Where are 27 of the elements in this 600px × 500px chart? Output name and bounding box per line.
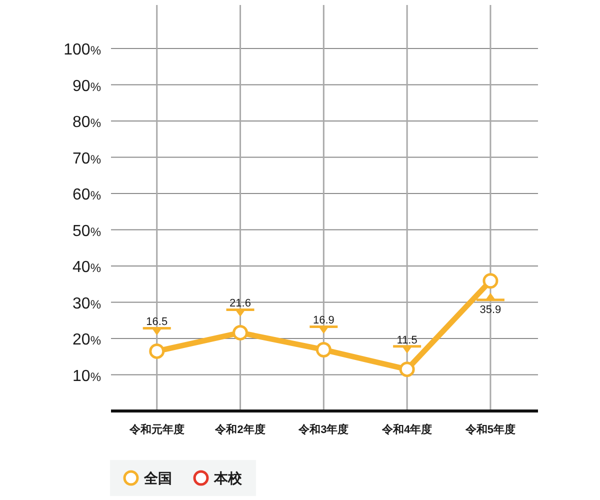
data-label: 16.5 [146,316,168,328]
x-tick-label: 令和4年度 [381,423,432,436]
y-tick-label: 60% [72,186,102,204]
point [149,343,165,359]
data-label: 21.6 [230,298,251,310]
legend-label: 全国 [143,470,172,486]
point [232,324,248,340]
y-tick-label: 30% [72,295,102,312]
y-tick-label: 20% [72,332,102,348]
point [482,273,498,289]
legend-label: 本校 [213,470,243,486]
x-tick-label: 令和5年度 [464,423,516,436]
point [316,342,332,358]
x-tick-label: 令和3年度 [298,423,349,436]
data-label: 16.9 [312,314,334,327]
y-tick-label: 10% [72,368,102,385]
y-tick-label: 80% [72,114,102,131]
data-label: 35.9 [480,304,502,316]
y-tick-label: 100% [64,42,102,58]
data-label: 11.5 [396,334,418,346]
x-tick-label: 令和元年度 [128,423,184,436]
y-tick-label: 70% [72,150,102,168]
y-tick-label: 90% [72,78,102,95]
y-tick-label: 50% [72,222,102,240]
point [399,362,415,378]
y-tick-label: 40% [72,259,102,276]
x-tick-label: 令和2年度 [214,423,266,436]
